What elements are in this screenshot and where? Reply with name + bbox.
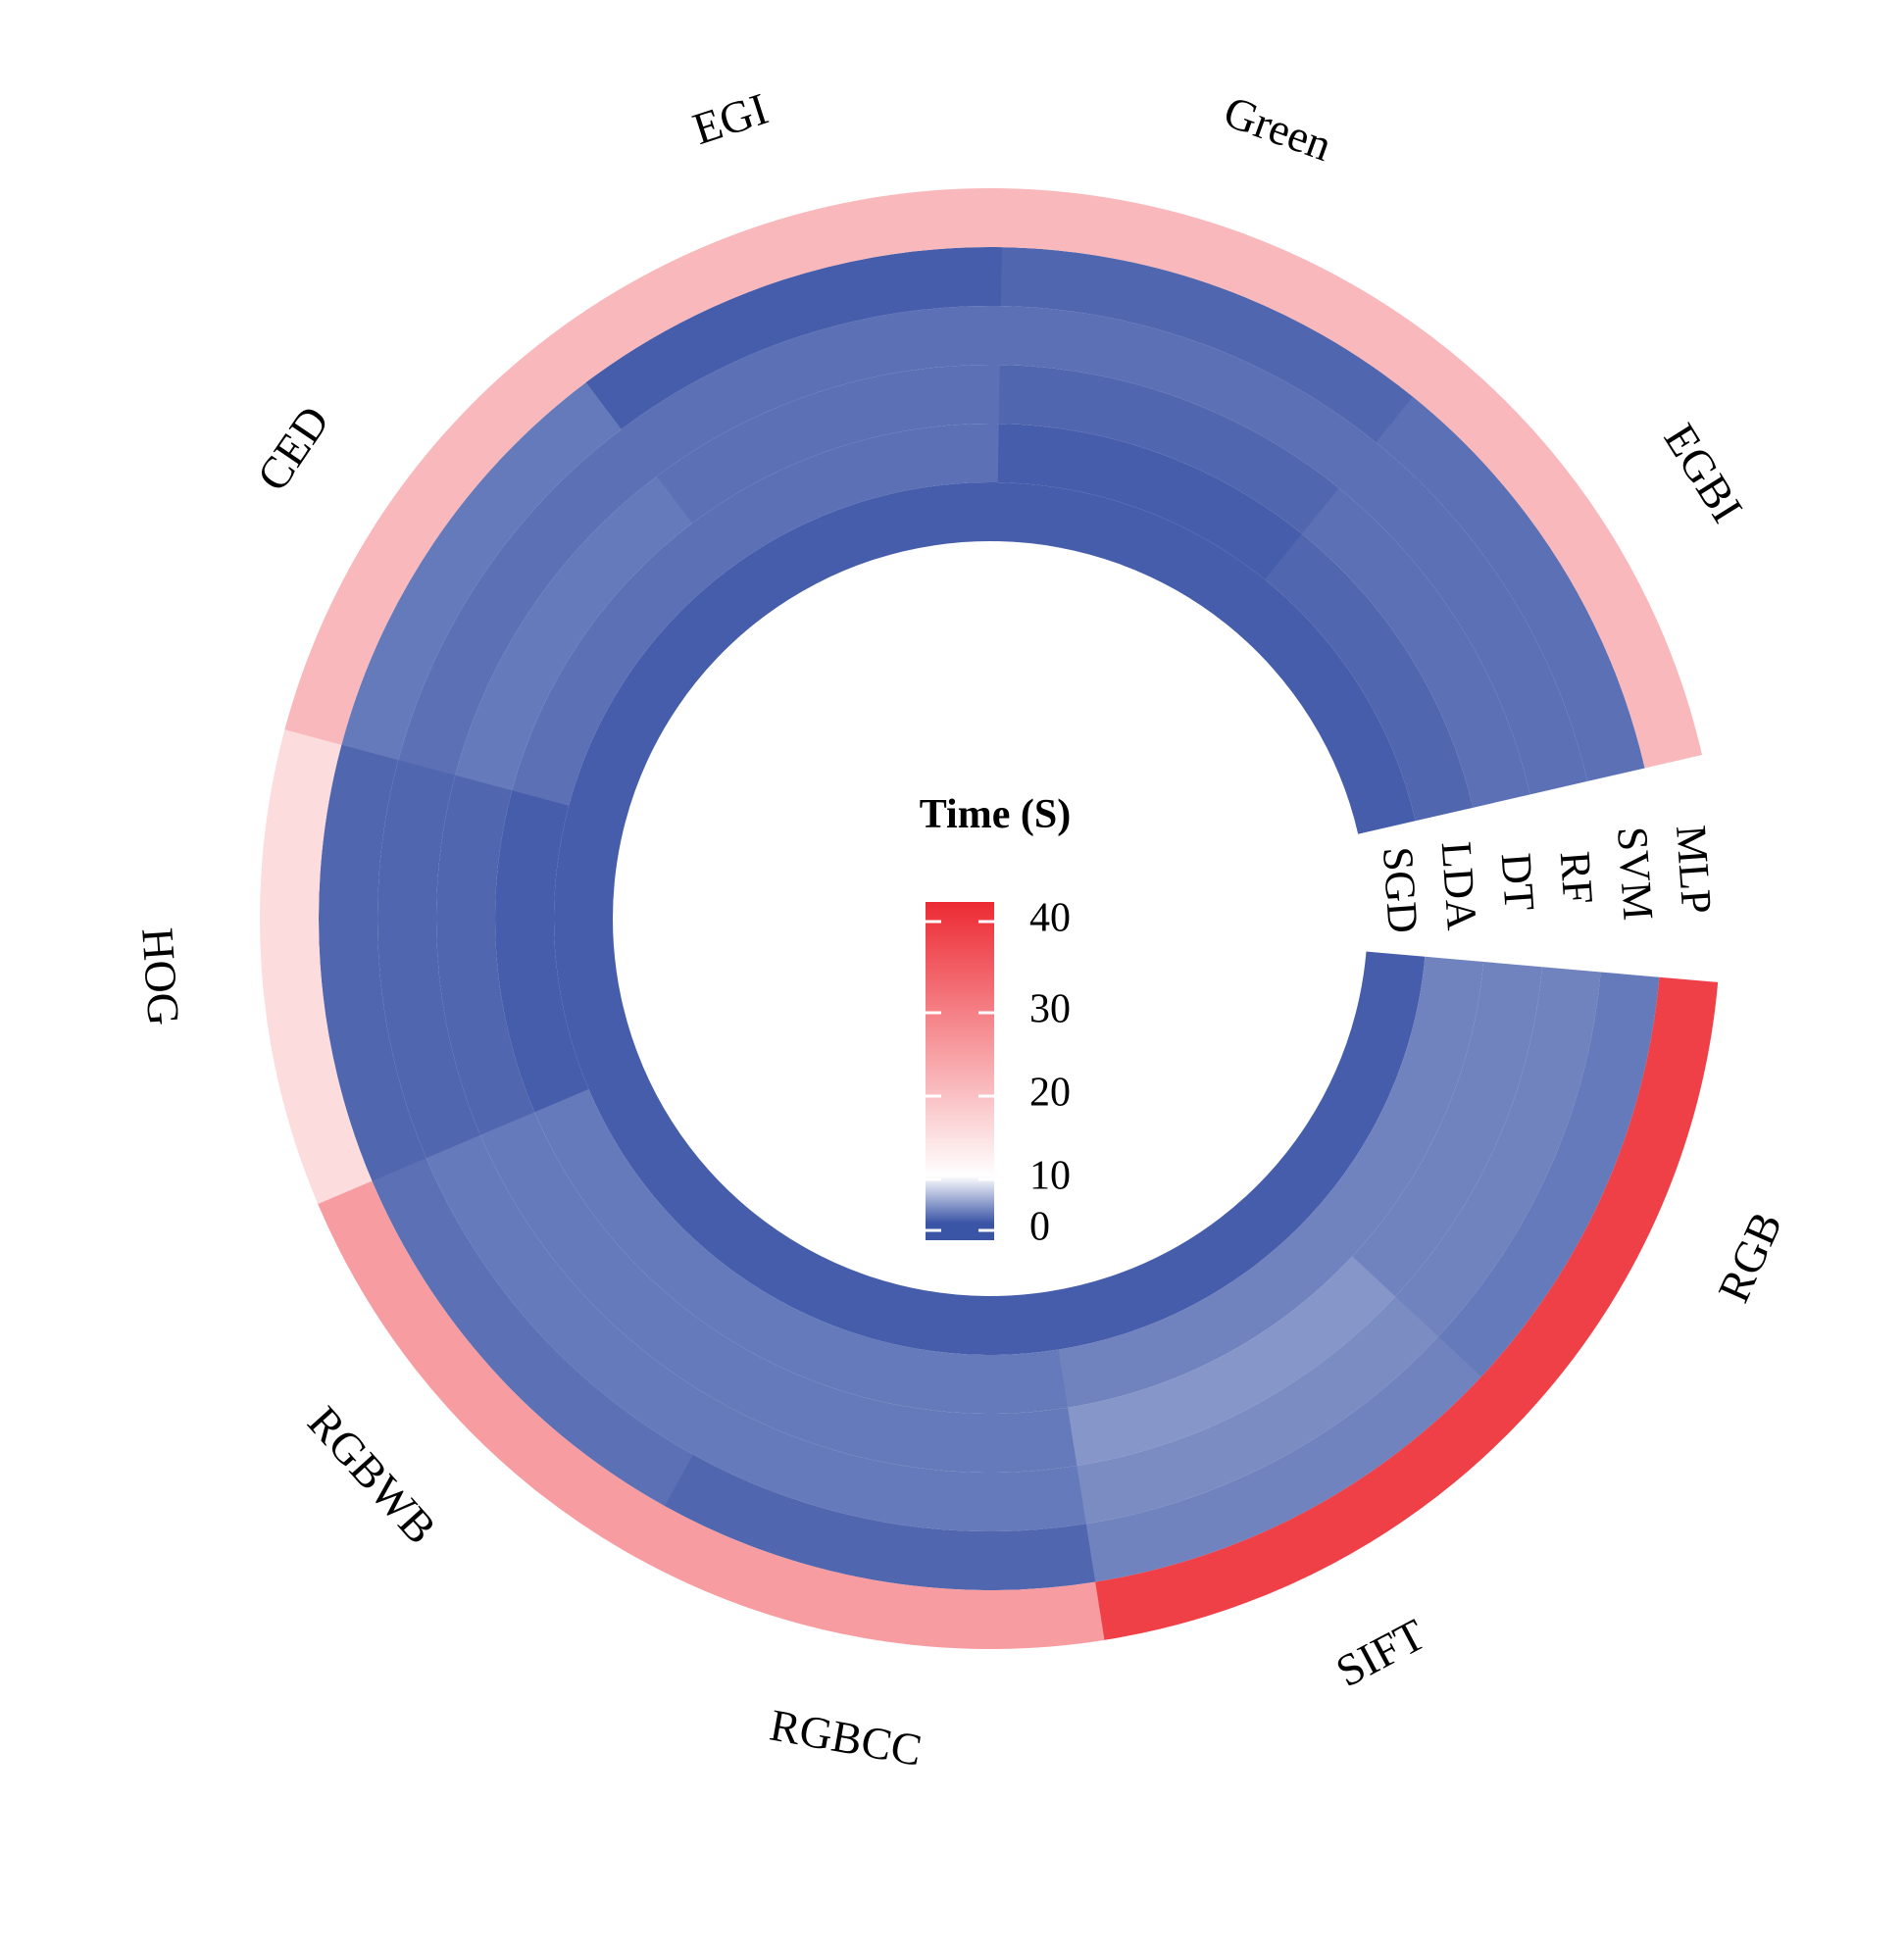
cell-rf-sift (1076, 1296, 1439, 1525)
cell-svm-ced (341, 381, 623, 761)
cell-dt-egi (656, 365, 1001, 524)
cell-mlp-egi (550, 187, 1004, 382)
cell-rf-green (999, 306, 1377, 489)
cell-svm-sift (1085, 1336, 1481, 1582)
cell-dt-hog (435, 775, 535, 1135)
category-label-green: Green (1218, 86, 1338, 171)
cell-sgd-rgbwb (588, 1066, 808, 1301)
cell-mlp-rgbwb (317, 1180, 665, 1558)
cell-dt-sift (1067, 1256, 1396, 1467)
cell-lda-egi (692, 424, 1000, 571)
cell-mlp-hog (259, 728, 373, 1205)
category-label-rgb: RGB (1708, 1204, 1791, 1309)
cell-dt-green (998, 365, 1339, 534)
legend-tick-label-10: 10 (1029, 1154, 1071, 1199)
category-label-rgbwb: RGBWB (298, 1397, 446, 1553)
cell-sgd-egbi (1228, 579, 1416, 834)
category-label-egi: EGI (687, 83, 775, 154)
row-label-rf: RF (1551, 850, 1603, 906)
legend-tick-label-20: 20 (1029, 1071, 1071, 1116)
cell-svm-rgb (1437, 972, 1660, 1377)
category-label-ced: CED (247, 397, 339, 500)
category-label-hog: HOG (132, 926, 189, 1027)
cell-lda-green (997, 424, 1303, 580)
cell-sgd-egi (727, 482, 999, 618)
category-label-egbi: EGBI (1655, 415, 1753, 530)
row-labels: SGD LDA DT RF SVM MLP (1374, 824, 1721, 934)
cell-lda-rgbcc (749, 1300, 1068, 1414)
cell-lda-sift (1058, 1216, 1353, 1408)
cell-svm-hog (318, 744, 426, 1181)
cell-dt-rgb (1352, 962, 1542, 1297)
cell-rf-rgbwb (426, 1134, 723, 1455)
row-label-dt: DT (1492, 851, 1544, 912)
cell-sgd-hog (554, 805, 643, 1089)
cell-dt-rgbwb (479, 1111, 751, 1404)
legend-ticks: 0 10 20 30 40 (926, 896, 1071, 1250)
legend-title: Time (S) (920, 792, 1071, 837)
row-label-sgd: SGD (1374, 845, 1428, 934)
cell-sgd-sift (1048, 1176, 1310, 1350)
cell-lda-ced (512, 523, 728, 806)
cell-svm-egbi (1376, 396, 1645, 781)
legend-tick-label-30: 30 (1029, 987, 1071, 1032)
cell-dt-rgbcc (721, 1351, 1077, 1473)
cell-svm-green (1000, 247, 1414, 443)
cell-lda-rgbwb (533, 1088, 779, 1352)
legend-tick-label-40: 40 (1029, 896, 1071, 941)
cell-sgd-ced (569, 570, 764, 822)
row-label-lda: LDA (1432, 840, 1486, 932)
cell-rf-rgb (1394, 967, 1601, 1337)
cell-sgd-green (996, 482, 1266, 626)
cell-rf-rgbcc (692, 1402, 1086, 1531)
cell-mlp-egbi (1413, 351, 1703, 769)
cell-svm-rgbcc (664, 1454, 1096, 1591)
row-label-svm: SVM (1608, 825, 1663, 923)
heatmap-cells (259, 187, 1719, 1649)
row-label-mlp: MLP (1667, 824, 1721, 916)
cell-sgd-rgb (1266, 951, 1426, 1217)
cell-rf-ced (398, 428, 658, 775)
cell-lda-egbi (1265, 533, 1474, 822)
cell-mlp-sift (1094, 1376, 1525, 1640)
color-legend: Time (S) 0 10 20 30 40 (920, 792, 1071, 1250)
cell-rf-egi (621, 306, 1002, 476)
cell-svm-egi (585, 246, 1003, 429)
cell-rf-egbi (1338, 442, 1588, 795)
cell-dt-egbi (1301, 487, 1530, 808)
legend-colorbar (926, 902, 994, 1240)
category-label-sift: SIFT (1328, 1609, 1432, 1696)
cell-mlp-green (1001, 188, 1451, 398)
cell-sgd-rgbcc (777, 1248, 1059, 1355)
cell-lda-rgb (1309, 956, 1484, 1257)
cell-rf-hog (376, 759, 480, 1159)
cell-mlp-rgbcc (635, 1505, 1105, 1649)
cell-mlp-ced (284, 334, 587, 745)
cell-dt-ced (455, 475, 693, 791)
cell-mlp-rgb (1480, 976, 1719, 1418)
legend-tick-label-0: 0 (1029, 1205, 1050, 1250)
cell-svm-rgbwb (372, 1157, 693, 1507)
category-label-rgbcc: RGBCC (767, 1700, 926, 1776)
cell-lda-hog (494, 789, 589, 1113)
